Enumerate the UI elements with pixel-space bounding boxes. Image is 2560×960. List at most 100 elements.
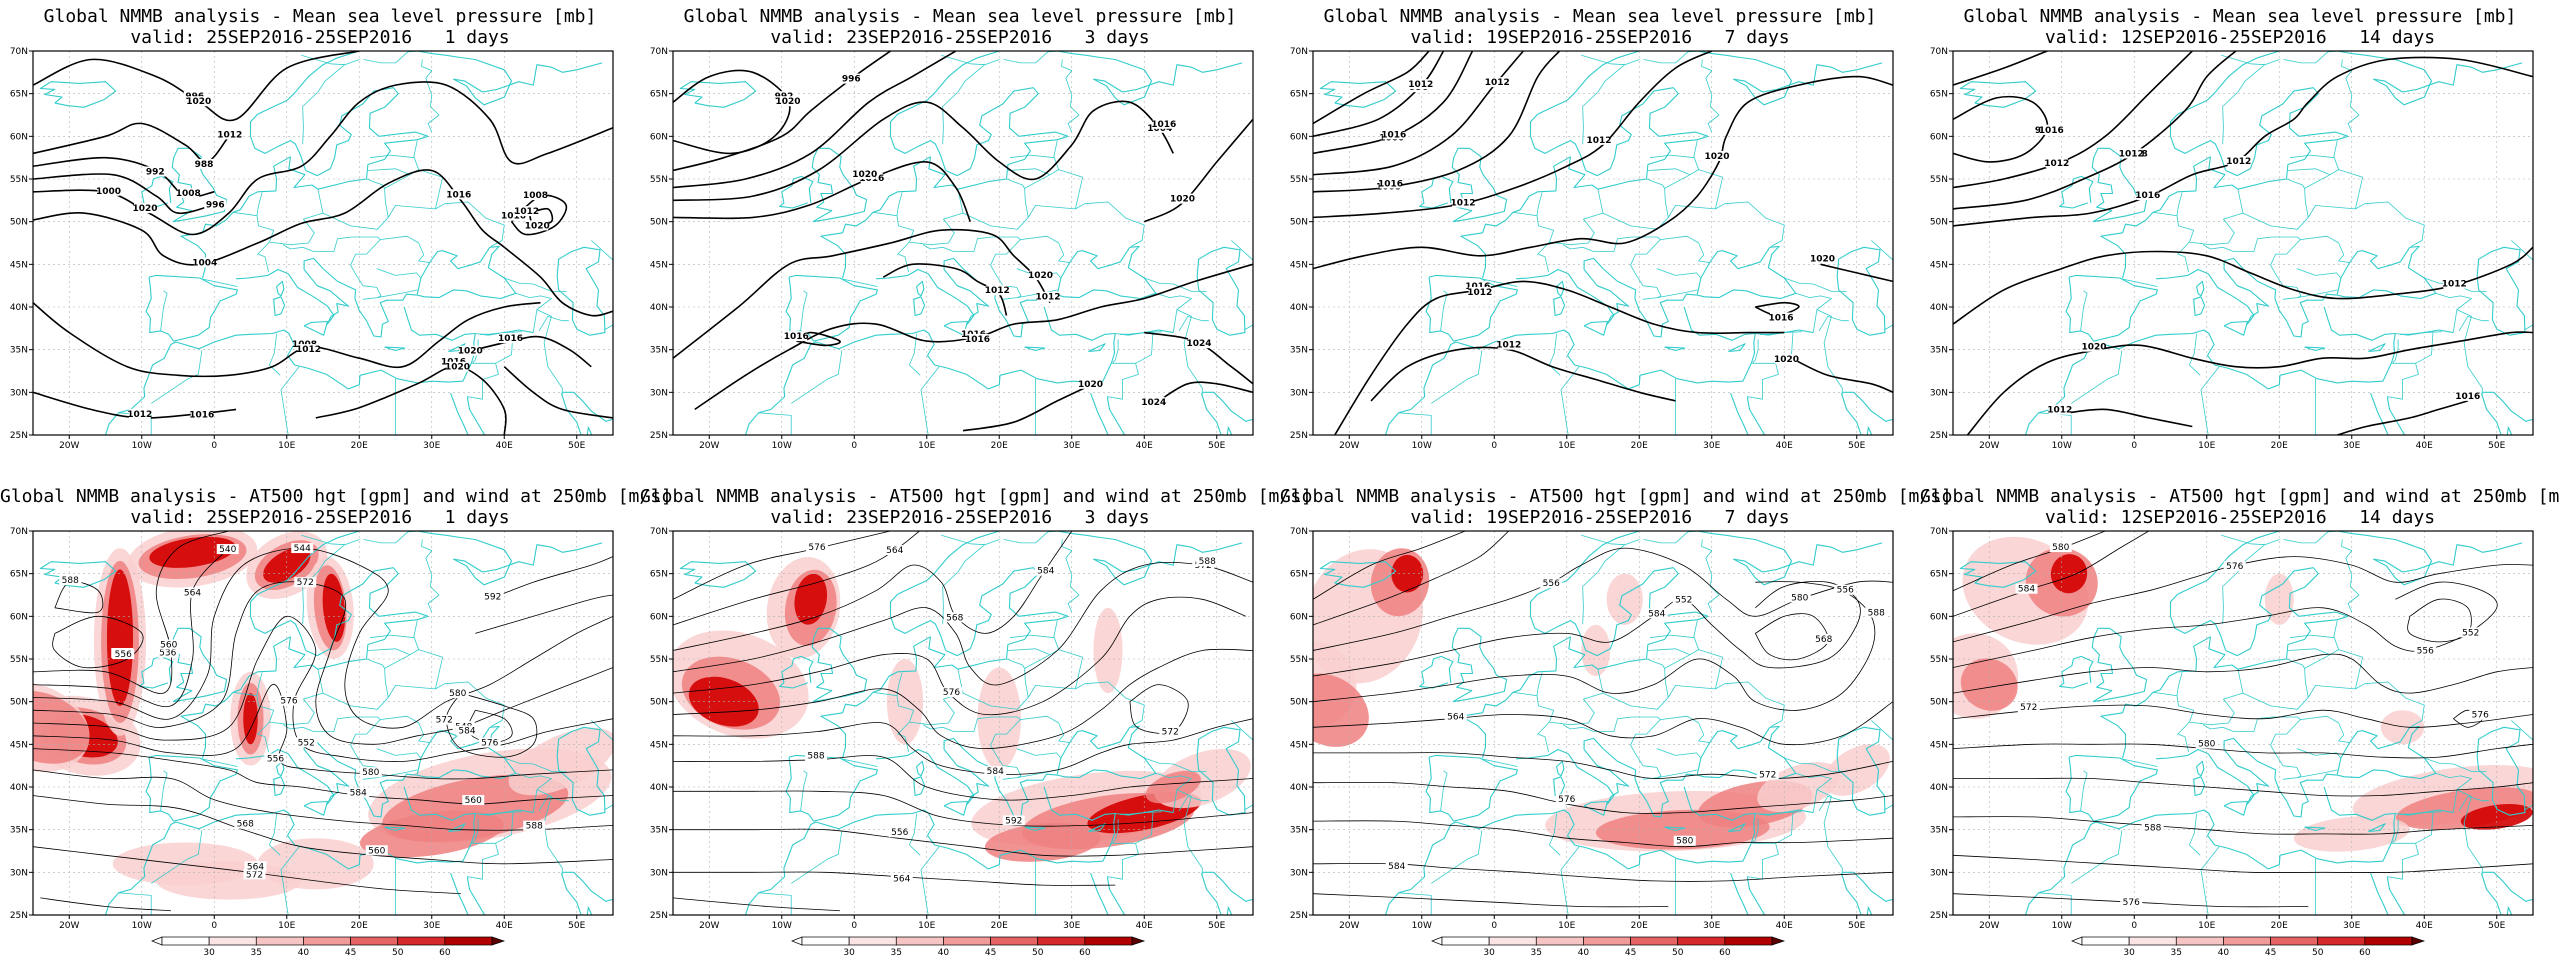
coastline	[1451, 147, 1508, 223]
country-border	[2300, 715, 2350, 743]
contour-label: 1020	[1704, 152, 1729, 162]
contour-label-bg	[481, 591, 504, 602]
contour-label-bg	[984, 766, 1007, 777]
contour-label-bg	[523, 820, 546, 831]
colorbar-label: 50	[2312, 948, 2324, 958]
contour-label-bg	[502, 210, 525, 221]
coastline	[303, 320, 328, 336]
contour-label-bg	[943, 612, 966, 623]
contour-label: 1024	[1141, 398, 1166, 408]
country-border	[1656, 268, 1702, 279]
country-border	[962, 658, 1029, 710]
contour-label: 560	[160, 640, 177, 650]
country-border	[920, 366, 940, 435]
contour-label: 560	[368, 846, 385, 856]
contour-label-bg	[97, 185, 120, 196]
country-border	[1647, 168, 1691, 176]
colorbar-min-arrow	[791, 936, 803, 946]
country-border	[1871, 720, 1893, 741]
country-border	[800, 290, 808, 331]
mslp-panel-7day: Global NMMB analysis - Mean sea level pr…	[1280, 0, 1920, 480]
isobar	[962, 383, 1094, 432]
height-contour	[1953, 531, 2106, 592]
country-border	[536, 309, 563, 397]
lat-tick-label: 40N	[10, 783, 28, 793]
panel-title: Global NMMB analysis - Mean sea level pr…	[1963, 6, 2517, 27]
coastline	[779, 655, 814, 689]
colorbar: 30 35 40 45 50 60	[1431, 936, 1786, 958]
coastline	[875, 737, 1065, 818]
country-border	[1795, 292, 1832, 333]
contour-label: 576	[280, 697, 297, 707]
lon-tick-label: 30E	[2343, 921, 2360, 931]
coastline	[1200, 873, 1233, 915]
country-border	[301, 54, 360, 66]
coastline	[1057, 51, 1243, 106]
contour-label: 592	[484, 592, 501, 602]
height-contour	[1953, 531, 2149, 617]
colorbar-box	[2175, 936, 2224, 946]
country-border	[2242, 178, 2309, 230]
contour-label-bg	[1673, 835, 1696, 846]
contour-label-bg	[2048, 404, 2071, 415]
isobar	[1820, 263, 1893, 283]
country-border	[201, 758, 238, 767]
colorbar-label: 40	[298, 948, 310, 958]
country-border	[2287, 648, 2331, 656]
coastline	[1419, 175, 1454, 209]
colorbar-box	[350, 936, 399, 946]
country-border	[2424, 757, 2487, 772]
country-border	[2341, 59, 2360, 133]
lat-tick-label: 65N	[10, 90, 28, 100]
coastline	[303, 800, 328, 816]
panel-title: Global NMMB analysis - AT500 hgt [gpm] a…	[0, 486, 672, 507]
contour-label-bg	[2459, 627, 2482, 638]
mslp-map-14: 9961008101210201012101610161012101210161…	[1930, 47, 2534, 451]
country-border	[1816, 789, 1843, 877]
country-border	[413, 620, 418, 638]
contour-label-bg	[499, 333, 522, 344]
lat-tick-label: 45N	[650, 740, 668, 750]
country-border	[2176, 672, 2183, 696]
coastline	[943, 800, 968, 816]
contour-label: 1008	[176, 189, 201, 199]
lat-tick-label: 60N	[650, 132, 668, 142]
contour-label: 576	[2226, 562, 2243, 572]
contour-label: 536	[159, 648, 176, 658]
contour-label: 1016	[2135, 191, 2160, 201]
coastline	[1090, 873, 1109, 915]
country-border	[2392, 811, 2434, 844]
country-border	[2458, 796, 2489, 812]
lon-tick-label: 20E	[2271, 921, 2288, 931]
isobar	[2337, 400, 2469, 435]
country-border	[2189, 669, 2244, 726]
country-border	[1660, 715, 1710, 743]
country-border	[1549, 333, 1561, 376]
country-border	[370, 154, 420, 170]
contour-label: 1016	[784, 332, 809, 342]
contour-label-bg	[2083, 341, 2105, 352]
country-border	[1549, 813, 1561, 856]
lat-tick-label: 30N	[1930, 388, 1948, 398]
contour-label-bg	[526, 220, 549, 231]
country-border	[269, 189, 324, 246]
coastline	[2065, 754, 2158, 822]
height-contour	[1313, 701, 1893, 746]
country-border	[376, 748, 422, 759]
lon-tick-label: 10W	[2052, 441, 2072, 451]
contour-label: 1012	[985, 286, 1010, 296]
contour-label-bg	[1171, 193, 1194, 204]
contour-label: 568	[237, 820, 254, 830]
contour-label-bg	[1811, 253, 1834, 264]
contour-label-bg	[156, 647, 179, 658]
contour-label-bg	[157, 639, 180, 650]
country-border	[1481, 758, 1518, 767]
height-contour	[1313, 752, 1893, 779]
contour-label-bg	[2223, 561, 2246, 572]
country-border	[942, 64, 986, 145]
country-border	[1027, 201, 1145, 247]
coastline	[273, 776, 286, 797]
country-border	[1440, 290, 1448, 331]
lat-tick-label: 35N	[10, 346, 28, 356]
country-border	[1693, 140, 1698, 158]
